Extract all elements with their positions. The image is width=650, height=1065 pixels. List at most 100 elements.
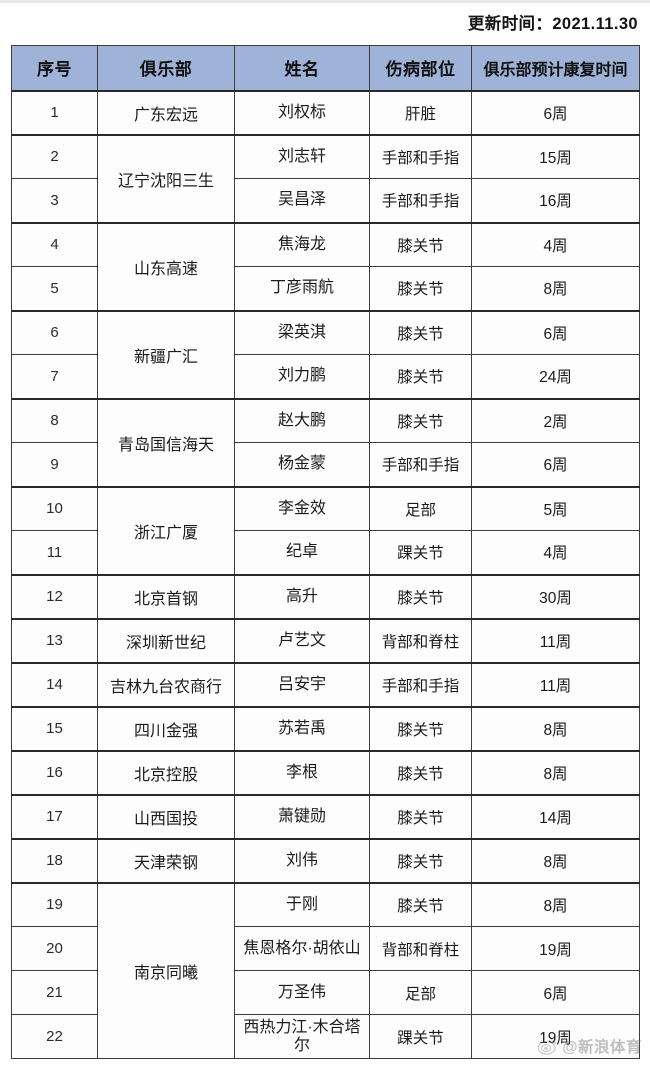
table-row: 6 新疆广汇 梁英淇 膝关节 6周 [11,309,640,399]
cell-name: 吴昌泽 [234,178,370,223]
cell-index: 1 [11,89,98,135]
table-row: 2 辽宁沈阳三生 刘志轩 手部和手指 15周 [11,133,640,223]
table-row: 13 深圳新世纪 卢艺文 背部和脊柱 11周 [11,617,640,663]
table-row: 20 焦恩格尔·胡依山 背部和脊柱 19周 [11,926,640,971]
table-row: 10 浙江广厦 李金效 足部 5周 [11,485,640,575]
cell-weeks: 8周 [471,266,640,311]
cell-index: 3 [11,178,98,223]
cell-weeks: 6周 [471,442,640,487]
cell-name: 刘力鹏 [234,354,370,399]
cell-club: 辽宁沈阳三生 [97,133,235,223]
cell-weeks: 4周 [471,221,640,267]
table-row: 21 万圣伟 足部 6周 [11,970,640,1015]
cell-weeks: 19周 [471,1014,640,1059]
cell-weeks: 8周 [471,749,640,795]
cell-part: 膝关节 [369,221,472,267]
cell-weeks: 2周 [471,397,640,443]
cell-index: 18 [11,837,98,883]
cell-part: 背部和脊柱 [369,617,472,663]
cell-name: 苏若禹 [234,705,370,751]
cell-index: 16 [11,749,98,795]
cell-weeks: 6周 [471,89,640,135]
cell-index: 6 [11,309,98,355]
cell-part: 膝关节 [369,573,472,619]
table-row: 16 北京控股 李根 膝关节 8周 [11,749,640,795]
cell-weeks: 8周 [471,705,640,751]
cell-part: 膝关节 [369,793,472,839]
table-row: 19 南京同曦 于刚 膝关节 8周 [11,881,640,1059]
cell-index: 20 [11,926,98,971]
cell-club: 浙江广厦 [97,485,235,575]
cell-weeks: 11周 [471,661,640,707]
cell-weeks: 19周 [471,926,640,971]
cell-index: 21 [11,970,98,1015]
update-time-label: 更新时间：2021.11.30 [467,15,638,33]
cell-club: 南京同曦 [97,881,235,1059]
cell-weeks: 8周 [471,837,640,883]
cell-weeks: 14周 [471,793,640,839]
cell-part: 膝关节 [369,309,472,355]
cell-part: 膝关节 [369,837,472,883]
cell-club: 山东高速 [97,221,235,311]
column-header-part: 伤病部位 [369,45,472,91]
cell-weeks: 6周 [471,970,640,1015]
cell-part: 背部和脊柱 [369,926,472,971]
cell-index: 12 [11,573,98,619]
cell-part: 膝关节 [369,881,472,927]
cell-index: 19 [11,881,98,927]
cell-part: 膝关节 [369,705,472,751]
cell-name: 丁彦雨航 [234,266,370,311]
cell-index: 11 [11,530,98,575]
cell-part: 膝关节 [369,266,472,311]
cell-name: 焦海龙 [234,221,370,267]
cell-club: 北京控股 [97,749,235,795]
cell-name: 李金效 [234,485,370,531]
cell-part: 肝脏 [369,89,472,135]
cell-weeks: 16周 [471,178,640,223]
table-row: 14 吉林九台农商行 吕安宇 手部和手指 11周 [11,661,640,707]
table-row: 22 西热力江·木合塔尔 踝关节 19周 [11,1014,640,1059]
cell-part: 手部和手指 [369,133,472,179]
cell-index: 8 [11,397,98,443]
cell-name: 纪卓 [234,530,370,575]
table-row: 8 青岛国信海天 赵大鹏 膝关节 2周 [11,397,640,487]
column-header-weeks: 俱乐部预计康复时间 [471,45,640,91]
injury-table-container: 序号 俱乐部 姓名 伤病部位 俱乐部预计康复时间 1 广东宏远 刘权标 肝脏 6周 2 辽宁… [11,45,640,1059]
cell-name: 焦恩格尔·胡依山 [234,926,370,971]
table-row: 4 山东高速 焦海龙 膝关节 4周 [11,221,640,311]
cell-part: 手部和手指 [369,178,472,223]
cell-name: 高升 [234,573,370,619]
table-row: 15 四川金强 苏若禹 膝关节 8周 [11,705,640,751]
cell-weeks: 6周 [471,309,640,355]
cell-index: 14 [11,661,98,707]
cell-part: 踝关节 [369,530,472,575]
cell-name: 赵大鹏 [234,397,370,443]
cell-part: 手部和手指 [369,661,472,707]
cell-club: 青岛国信海天 [97,397,235,487]
cell-club: 天津荣钢 [97,837,235,883]
cell-index: 2 [11,133,98,179]
cell-index: 22 [11,1014,98,1059]
cell-name: 杨金蒙 [234,442,370,487]
cell-club: 新疆广汇 [97,309,235,399]
table-row: 12 北京首钢 高升 膝关节 30周 [11,573,640,619]
cell-weeks: 8周 [471,881,640,927]
cell-name: 卢艺文 [234,617,370,663]
cell-weeks: 4周 [471,530,640,575]
cell-weeks: 24周 [471,354,640,399]
column-header-index: 序号 [11,45,98,91]
cell-index: 17 [11,793,98,839]
table-row: 11 纪卓 踝关节 4周 [11,530,640,575]
table-body: 1 广东宏远 刘权标 肝脏 6周 2 辽宁沈阳三生 刘志轩 手部和手指 15周 3 吴昌泽 手部和手指 1… [11,89,640,1059]
cell-name: 刘伟 [234,837,370,883]
cell-part: 膝关节 [369,354,472,399]
cell-name: 西热力江·木合塔尔 [234,1014,370,1059]
table-row: 7 刘力鹏 膝关节 24周 [11,354,640,399]
cell-part: 足部 [369,970,472,1015]
document-header: 更新时间：2021.11.30 [0,0,650,44]
cell-part: 足部 [369,485,472,531]
cell-name: 万圣伟 [234,970,370,1015]
cell-weeks: 15周 [471,133,640,179]
cell-index: 15 [11,705,98,751]
cell-club: 深圳新世纪 [97,617,235,663]
